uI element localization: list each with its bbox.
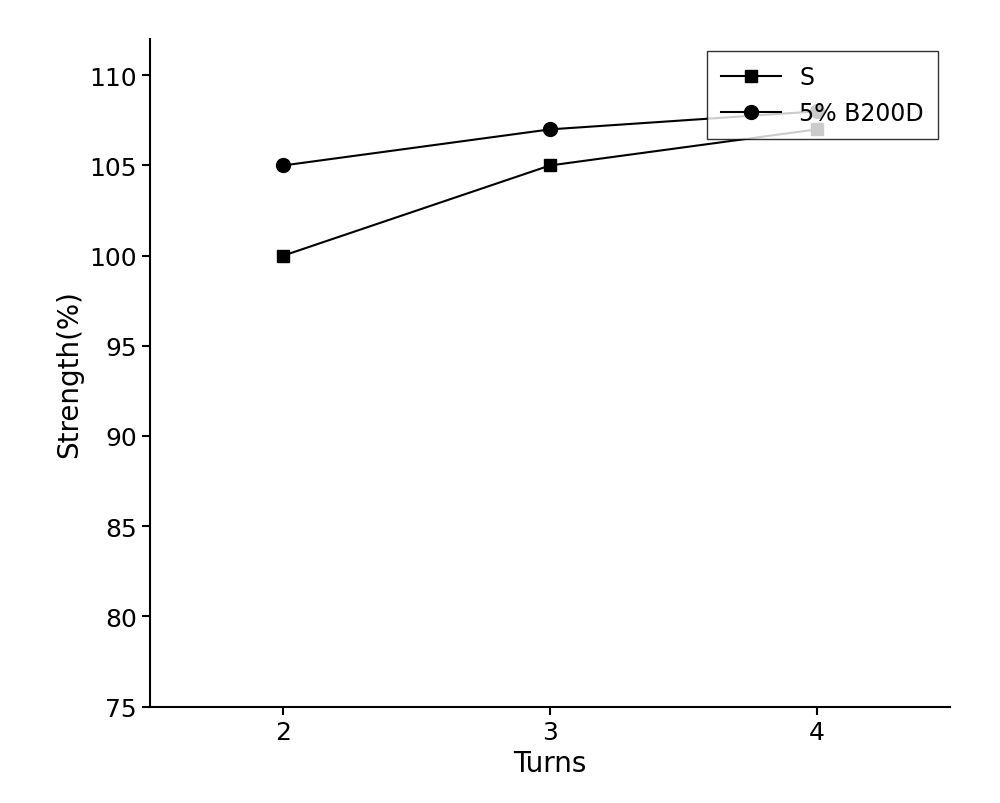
Y-axis label: Strength(%): Strength(%) (56, 290, 84, 457)
5% B200D (544, 125, 556, 135)
S (544, 161, 556, 171)
Line: 5% B200D: 5% B200D (276, 105, 824, 173)
S (277, 251, 289, 261)
S (811, 125, 823, 135)
Line: S: S (277, 124, 823, 263)
X-axis label: Turns: Turns (513, 749, 587, 777)
5% B200D (277, 161, 289, 171)
Legend: S, 5% B200D: S, 5% B200D (707, 52, 938, 140)
5% B200D (811, 108, 823, 117)
